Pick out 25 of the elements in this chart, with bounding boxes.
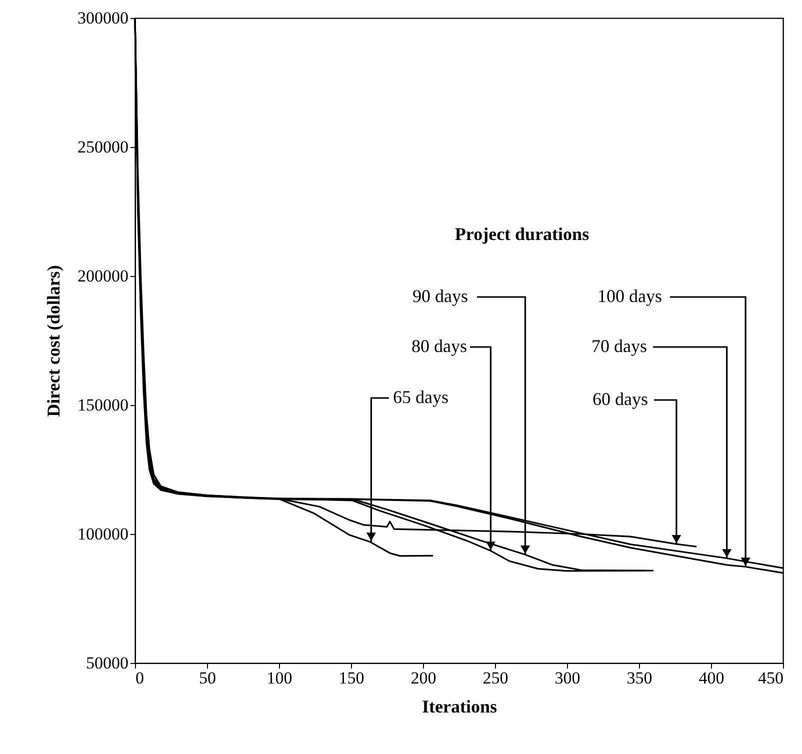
y-tick-label: 300000 <box>78 8 128 28</box>
x-tick-label: 0 <box>136 668 144 688</box>
x-tick-label: 300 <box>554 668 580 688</box>
annotation: 100 days <box>598 286 662 306</box>
x-tick-label: 450 <box>758 668 784 688</box>
y-tick-label: 50000 <box>86 654 128 672</box>
x-tick-label: 400 <box>698 668 724 688</box>
annotation: 60 days <box>592 389 648 409</box>
x-tick-label: 350 <box>626 668 652 688</box>
x-tick-label: 50 <box>199 668 216 688</box>
y-tick-label: 200000 <box>78 266 128 286</box>
y-tick-label: 100000 <box>78 524 128 544</box>
y-tick-label: 150000 <box>78 396 128 414</box>
x-tick-label: 250 <box>482 668 508 688</box>
annotation: 65 days <box>393 387 448 407</box>
x-axis-title: Iterations <box>422 696 497 716</box>
annotation: 90 days <box>412 286 468 306</box>
x-tick-label: 150 <box>338 668 364 688</box>
annotation: 70 days <box>592 336 647 356</box>
y-axis-title: Direct cost (dollars) <box>44 265 64 417</box>
annotation: 80 days <box>412 336 467 356</box>
x-tick-label: 100 <box>266 668 292 688</box>
y-tick-label: 250000 <box>78 138 128 156</box>
annotation: Project durations <box>454 224 590 244</box>
x-tick-label: 200 <box>410 668 436 688</box>
